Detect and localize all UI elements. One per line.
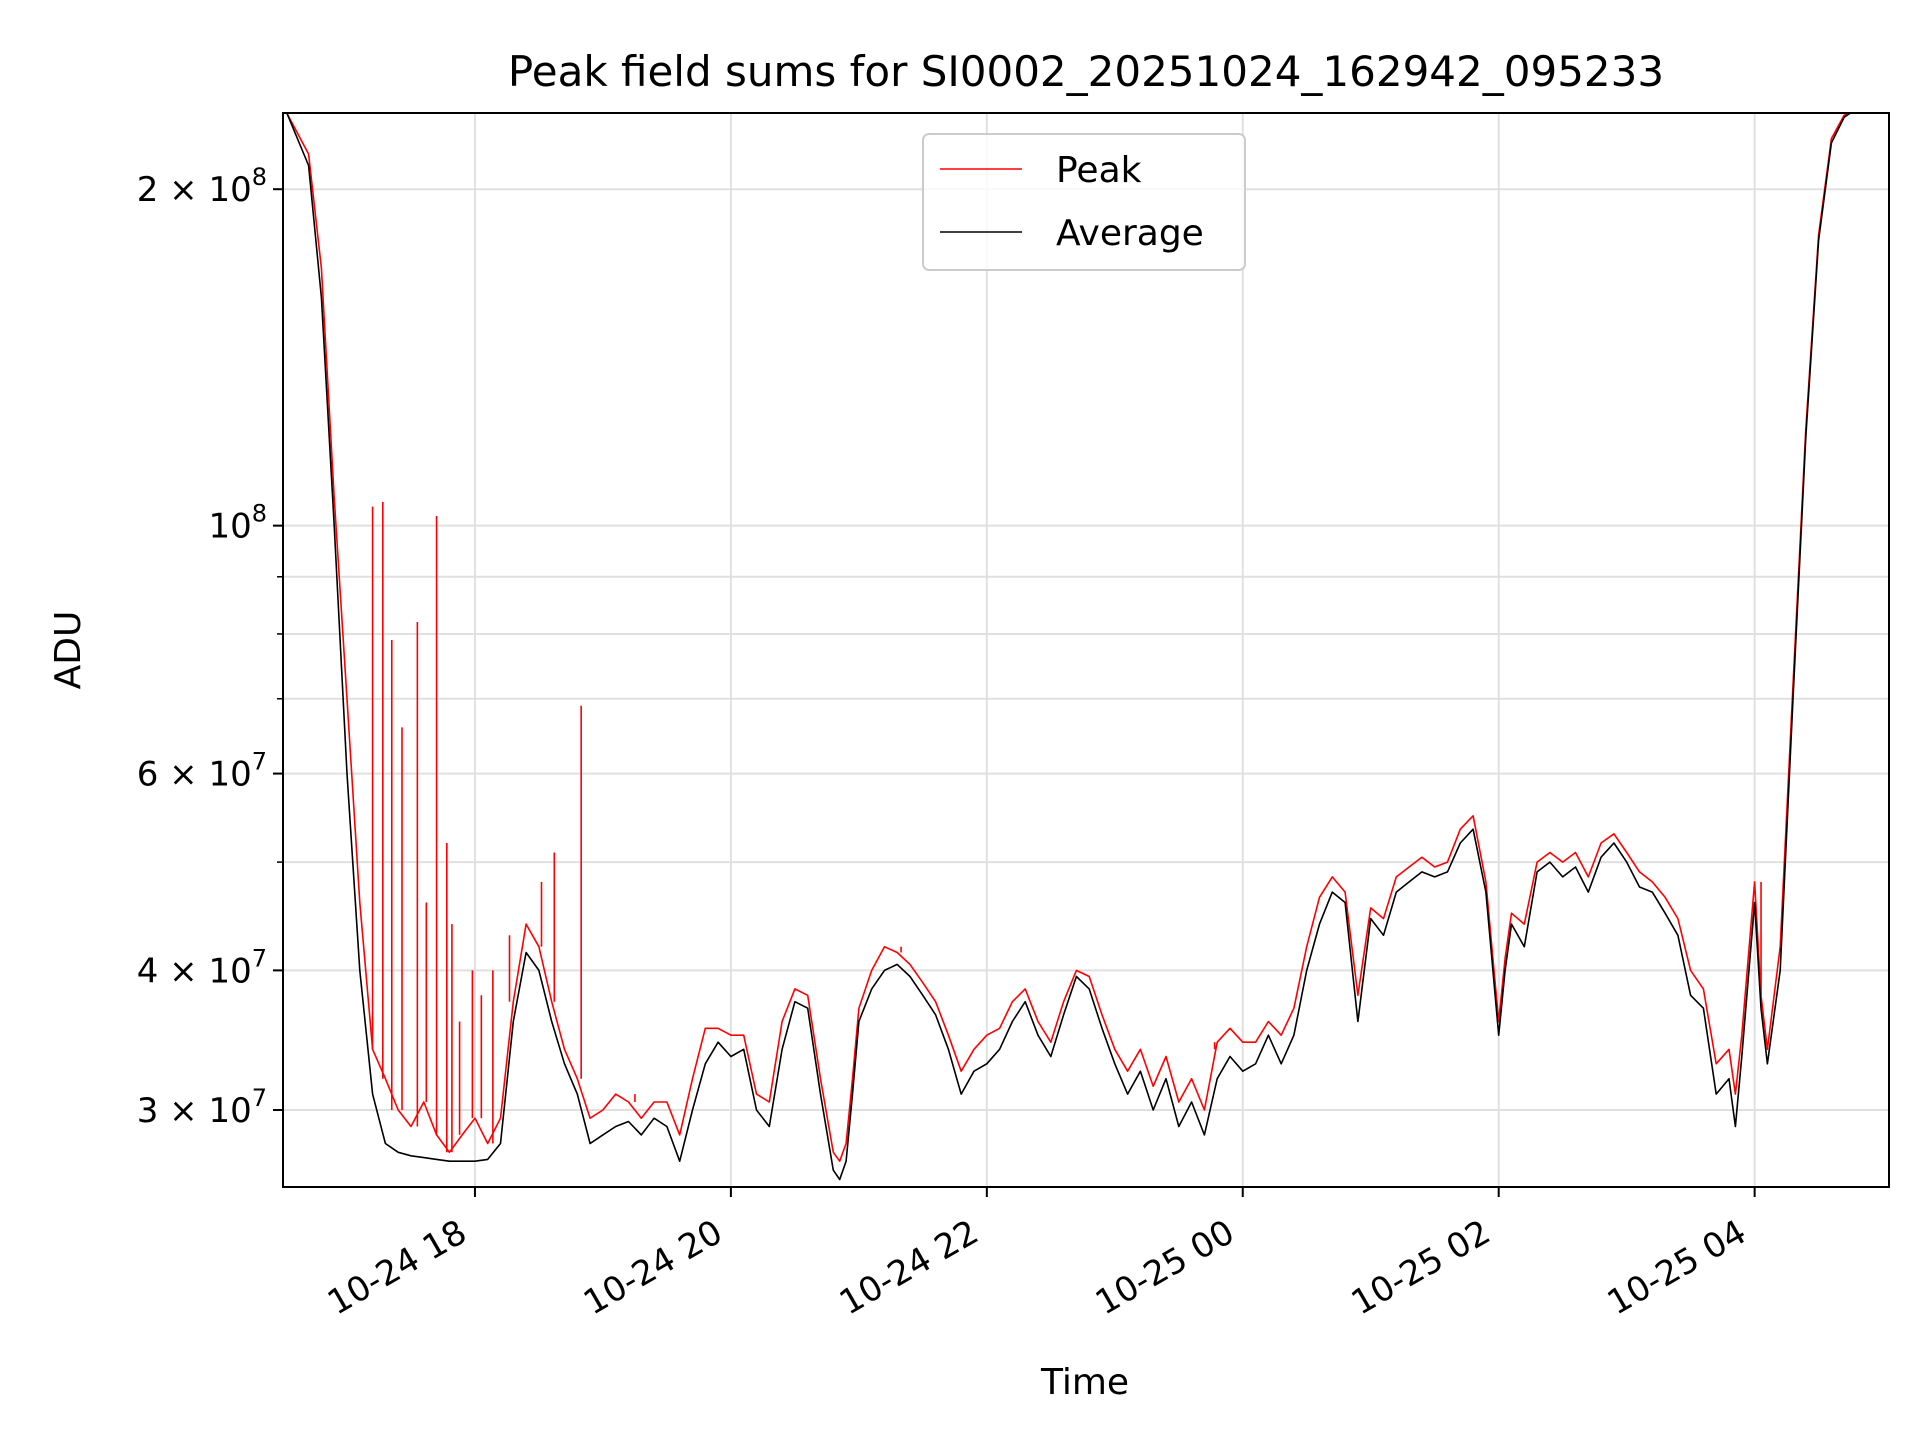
average-series-line [286, 113, 1889, 1181]
y-tick-label: 3 × 107 [137, 1084, 267, 1131]
legend-label-average: Average [1056, 213, 1204, 254]
peak-series-line [286, 113, 1889, 1162]
y-tick-label: 4 × 107 [137, 944, 267, 991]
legend: Peak Average [922, 133, 1246, 271]
plot-frame [282, 112, 1890, 1188]
legend-box [922, 133, 1246, 271]
y-axis-label: ADU [48, 611, 89, 690]
y-tick-label: 108 [208, 500, 267, 547]
series-layer [286, 113, 1889, 1181]
y-tick-label: 2 × 108 [137, 163, 267, 210]
chart-title: Peak field sums for SI0002_20251024_1629… [508, 47, 1664, 96]
x-axis-label: Time [1040, 1362, 1129, 1403]
legend-label-peak: Peak [1056, 150, 1142, 191]
y-tick-label: 6 × 107 [137, 748, 267, 795]
